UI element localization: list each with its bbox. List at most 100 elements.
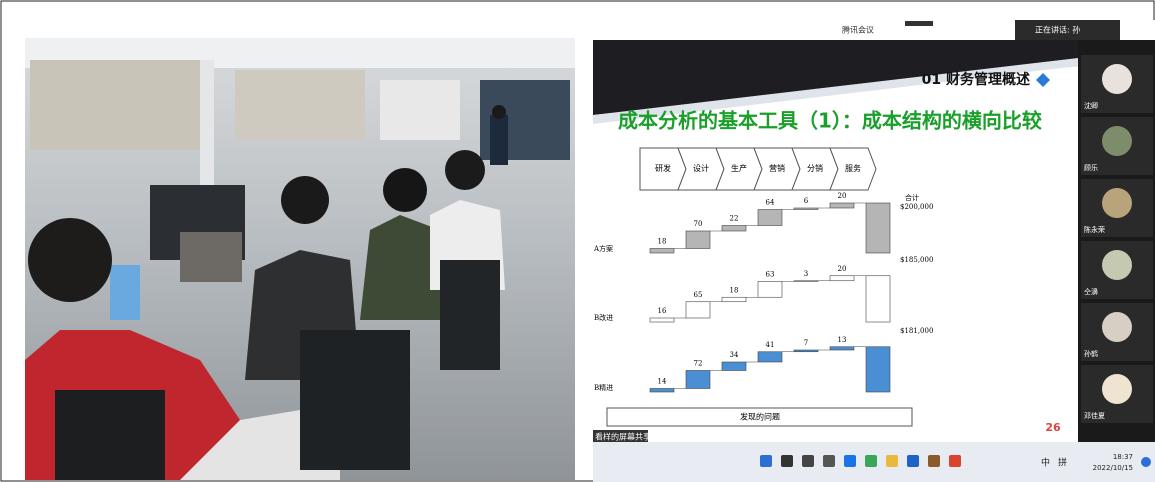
total-bar <box>866 347 890 392</box>
student-head <box>281 176 329 224</box>
cost-segment <box>722 297 746 302</box>
cost-segment <box>650 249 674 254</box>
chair <box>300 330 410 470</box>
shelf <box>235 70 365 140</box>
row-label: B精进 <box>594 383 613 392</box>
segment-label: 3 <box>804 270 808 278</box>
cost-segment <box>686 231 710 249</box>
segment-label: 6 <box>804 197 809 205</box>
segment-label: 14 <box>658 378 667 386</box>
participant-avatar <box>1102 188 1132 218</box>
cost-segment <box>830 347 854 350</box>
cost-segment <box>650 318 674 322</box>
taskbar-icon <box>886 455 898 467</box>
process-step-label: 分销 <box>807 163 823 173</box>
participant-avatar <box>1102 126 1132 156</box>
teacher-head <box>492 105 506 119</box>
segment-label: 7 <box>804 339 808 347</box>
segment-label: 20 <box>838 192 847 200</box>
ime: 中 <box>1041 457 1050 469</box>
laptop-screen <box>110 265 140 320</box>
process-step-label: 生产 <box>731 163 747 173</box>
page: 腾讯会议 正在讲话: 孙 01 财务管理概述 成本分析的基本工具（1）：成本结构… <box>0 0 1155 482</box>
ime-mode: 拼 <box>1058 457 1067 469</box>
participant-avatar <box>1102 64 1132 94</box>
shelf <box>30 60 210 150</box>
participant-avatar <box>1102 312 1132 342</box>
student-head <box>383 168 427 212</box>
pillar <box>200 60 214 200</box>
segment-label: 70 <box>694 220 703 228</box>
cost-segment <box>650 389 674 393</box>
cost-segment <box>830 203 854 208</box>
slide-section: 01 财务管理概述 <box>922 71 1030 88</box>
participant-name: 沈卿 <box>1084 101 1098 110</box>
participant-name: 仝濞 <box>1084 287 1098 296</box>
participant-avatar <box>1102 250 1132 280</box>
row-label: A方案 <box>593 244 613 253</box>
cost-segment <box>758 352 782 362</box>
segment-label: 22 <box>730 215 739 223</box>
row-label: B改进 <box>594 313 613 322</box>
cost-segment <box>758 210 782 226</box>
participant-name: 邓佳夏 <box>1084 411 1105 420</box>
row-total: $185,000 <box>900 256 933 264</box>
segment-label: 72 <box>694 360 703 368</box>
taskbar-icon <box>781 455 793 467</box>
clock-date: 2022/10/15 <box>1093 464 1133 472</box>
total-caption: 合计 <box>905 193 919 202</box>
share-label: 看样的屏幕共享 <box>595 432 651 442</box>
page-number: 26 <box>1045 421 1061 434</box>
classroom-photo <box>25 38 575 480</box>
segment-label: 18 <box>658 238 667 246</box>
participant-name: 陈永荣 <box>1084 225 1105 234</box>
taskbar-icon <box>907 455 919 467</box>
segment-label: 34 <box>730 351 739 359</box>
cost-segment <box>686 371 710 389</box>
cost-segment <box>830 276 854 281</box>
app-title: 腾讯会议 <box>842 25 874 35</box>
process-step-label: 服务 <box>845 163 861 173</box>
participant-name: 孙鹤 <box>1084 349 1098 358</box>
handle <box>905 21 933 26</box>
total-bar <box>866 203 890 253</box>
process-step-label: 设计 <box>693 163 709 173</box>
taskbar-icon <box>865 455 877 467</box>
cost-segment <box>722 362 746 371</box>
row-total: $181,000 <box>900 327 933 335</box>
segment-label: 20 <box>838 265 847 273</box>
total-bar <box>866 276 890 322</box>
footer-text: 发现的问题 <box>740 412 780 422</box>
taskbar-icon <box>949 455 961 467</box>
segment-label: 13 <box>838 336 847 344</box>
chair <box>440 260 500 370</box>
wall <box>380 80 460 140</box>
segment-label: 18 <box>730 286 739 294</box>
segment-label: 65 <box>694 291 703 299</box>
taskbar-icon <box>802 455 814 467</box>
teacher <box>490 115 508 165</box>
taskbar-icon <box>760 455 772 467</box>
student-head <box>445 150 485 190</box>
notification <box>1141 457 1151 467</box>
student-head <box>28 218 112 302</box>
cost-segment <box>686 302 710 318</box>
segment-label: 63 <box>766 271 775 279</box>
cost-segment <box>722 226 746 232</box>
process-step-label: 研发 <box>655 163 671 173</box>
cost-segment <box>794 281 818 282</box>
row-total: $200,000 <box>900 203 933 211</box>
process-step-label: 营销 <box>769 163 785 173</box>
cost-segment <box>758 282 782 298</box>
segment-label: 16 <box>658 307 667 315</box>
taskbar-icon <box>823 455 835 467</box>
screenshot: 腾讯会议 正在讲话: 孙 01 财务管理概述 成本分析的基本工具（1）：成本结构… <box>0 0 1155 482</box>
taskbar-icon <box>844 455 856 467</box>
participant-avatar <box>1102 374 1132 404</box>
cost-segment <box>794 350 818 352</box>
laptop <box>180 232 242 282</box>
taskbar-icon <box>928 455 940 467</box>
segment-label: 41 <box>766 341 775 349</box>
speaking: 正在讲话: 孙 <box>1035 25 1080 35</box>
slide-title: 成本分析的基本工具（1）：成本结构的横向比较 <box>618 109 1042 133</box>
